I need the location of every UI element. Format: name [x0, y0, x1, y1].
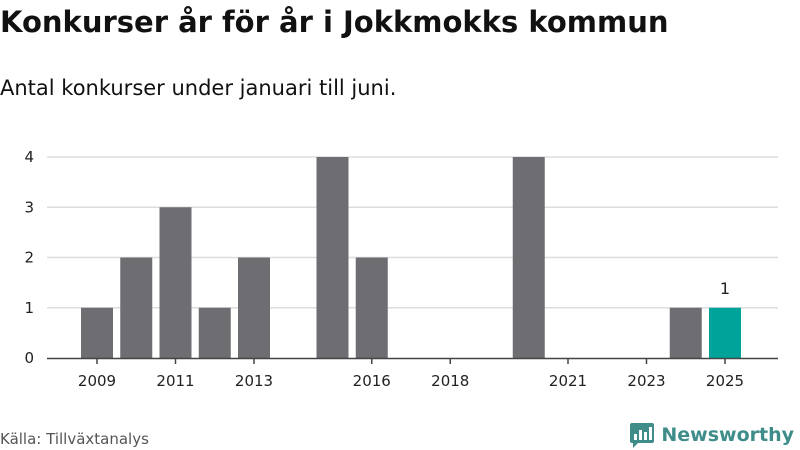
- bar-2012: [198, 307, 231, 358]
- y-tick-label: 3: [24, 198, 34, 216]
- x-tick-label: 2013: [235, 372, 273, 390]
- data-labels: 1: [720, 279, 730, 298]
- bar-2009: [81, 307, 113, 358]
- chart-subtitle: Antal konkurser under januari till juni.: [0, 76, 397, 100]
- source-note: Källa: Tillväxtanalys: [0, 430, 149, 448]
- y-tick-label: 1: [24, 299, 34, 317]
- y-tick-label: 0: [24, 349, 34, 367]
- bar-2020: [512, 157, 545, 358]
- y-tick-label: 2: [24, 249, 34, 267]
- bars: [81, 157, 741, 358]
- bar-2013: [238, 257, 270, 358]
- data-label-2025: 1: [720, 279, 730, 298]
- x-tick-label: 2021: [549, 372, 587, 390]
- grid-lines: [47, 156, 778, 309]
- x-tick-label: 2018: [431, 372, 469, 390]
- brand-logo[interactable]: Newsworthy: [629, 420, 794, 450]
- chart-title: Konkurser år för år i Jokkmokks kommun: [0, 5, 669, 39]
- bar-2024: [669, 307, 702, 358]
- bar-chart: 0 1 2 3 4 2009 2011 2013 2016 2018 2021 2023 2025 1: [24, 148, 778, 390]
- bar-2010: [120, 257, 153, 358]
- x-tick-label: 2016: [353, 372, 391, 390]
- brand-name: Newsworthy: [661, 424, 794, 446]
- bar-2015: [316, 157, 349, 358]
- y-tick-label: 4: [24, 148, 34, 166]
- x-axis-ticks: 2009 2011 2013 2016 2018 2021 2023 2025: [78, 358, 744, 390]
- y-axis-ticks: 0 1 2 3 4: [24, 148, 34, 367]
- bar-2025: [709, 307, 741, 358]
- bar-2011: [159, 207, 192, 358]
- x-tick-label: 2009: [78, 372, 116, 390]
- x-tick-label: 2025: [706, 372, 744, 390]
- x-tick-label: 2011: [156, 372, 194, 390]
- newsworthy-logo-icon: [630, 423, 655, 448]
- bar-2016: [355, 257, 388, 358]
- x-tick-label: 2023: [627, 372, 665, 390]
